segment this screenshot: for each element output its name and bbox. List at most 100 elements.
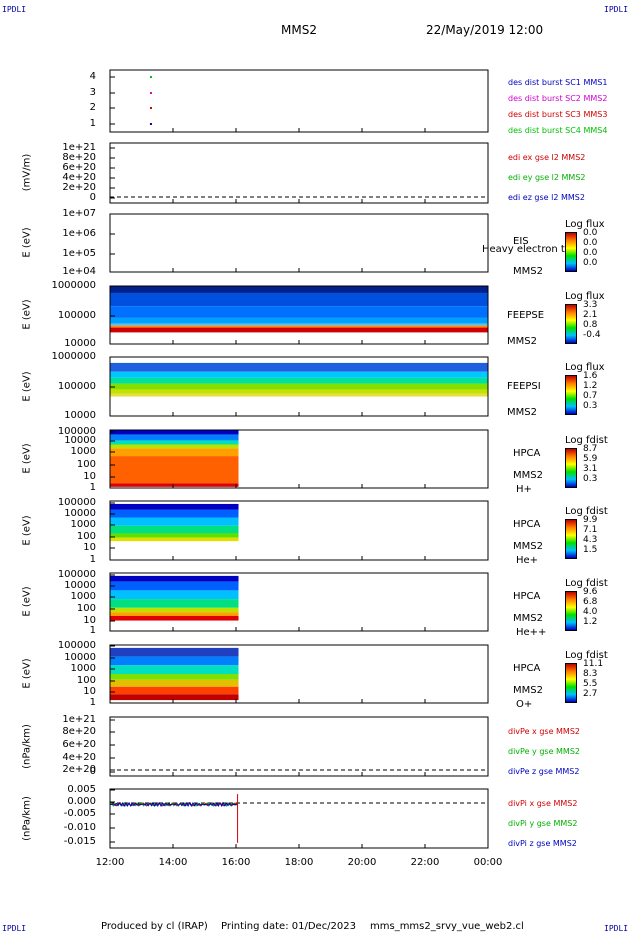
p9-band-6 [110,694,239,701]
y-tick-label: 1000000 [51,351,96,362]
p9-band-2 [110,665,239,674]
feepsi-band-3 [110,383,488,390]
instrument-label: HPCA [513,448,541,459]
p7-band-3 [110,525,239,534]
colorbar-tick: 1.2 [583,381,598,391]
spacecraft-title: MMS2 [281,23,317,37]
y-tick-label: 10000 [64,652,96,663]
y-tick-label: 10 [83,471,96,482]
x-tick-label: 22:00 [410,857,440,868]
feepse-band-3 [110,317,488,324]
colorbar-tick: 0.3 [583,401,598,411]
colorbar [565,448,577,488]
colorbar-tick: 5.5 [583,679,598,689]
p7-band-5 [110,537,239,542]
instrument-label: MMS2 [507,336,537,347]
p6-band-1 [110,434,239,441]
feepse-band-0 [110,286,488,293]
footer-produced: Produced by cl (IRAP) [101,921,208,932]
instrument-label: MMS2 [513,685,543,696]
p8-band-0 [110,575,239,582]
colorbar-tick: 0.8 [583,320,598,330]
colorbar-tick: 8.7 [583,444,598,454]
instrument-label: MMS2 [513,266,543,277]
legend-entry: des dist burst SC2 MMS2 [508,94,608,103]
footer-filename: mms_mms2_srvy_vue_web2.cl [370,921,524,932]
y-tick-label: 100 [76,459,96,470]
p9-band-1 [110,656,239,666]
feepse-band-2 [110,306,488,318]
y-tick-label: 0.005 [67,784,96,795]
instrument-label: He+ [516,555,539,566]
colorbar [565,591,577,631]
corner-label-tl: IPDLI [2,5,27,14]
y-tick-label: 100 [76,603,96,614]
instrument-label: MMS2 [513,541,543,552]
y-tick-label: 3 [89,87,96,98]
p7-band-2 [110,517,239,526]
feepsi-band-1 [110,371,488,378]
y-tick-label: 2 [89,102,96,113]
legend-entry: edi ez gse l2 MMS2 [508,193,585,202]
y-tick-label: 1e+06 [62,228,96,239]
y-tick-label: 10000 [64,435,96,446]
colorbar-tick: 11.1 [583,659,604,669]
y-tick-label: 8e+20 [62,726,96,737]
y-tick-label: -0.005 [63,808,96,819]
colorbar-title: Log fdist [565,650,608,661]
y-tick-label: 4 [89,71,96,82]
legend-entry: des dist burst SC1 MMS1 [508,78,608,87]
corner-label-br: IPDLI [604,924,629,933]
feepsi-band-2 [110,377,488,384]
colorbar-tick: 1.5 [583,545,598,555]
legend-entry: divPi x gse MMS2 [508,799,578,808]
y-tick-label: 1 [89,554,96,565]
y-tick-label: 10000 [64,338,96,349]
feepsi-band-0 [110,362,488,372]
colorbar-title: Log flux [565,362,605,373]
p8-band-1 [110,581,239,591]
colorbar-tick: 3.1 [583,464,598,474]
p10-frame [109,716,489,777]
y-tick-label: 0 [89,192,96,203]
colorbar [565,519,577,559]
y-tick-label: 100 [76,531,96,542]
colorbar-tick: 1.6 [583,371,598,381]
y-tick-label: 1e+04 [62,266,96,277]
colorbar-tick: 4.0 [583,607,598,617]
x-tick-label: 20:00 [347,857,377,868]
colorbar-tick: 3.3 [583,300,598,310]
y-tick-label: 100 [76,675,96,686]
y-tick-label: 1e+07 [62,208,96,219]
p8-band-3 [110,599,239,608]
p7-band-4 [110,533,239,538]
instrument-label: FEEPSI [507,381,541,392]
y-tick-label: 10000 [64,508,96,519]
feepse-band-4 [110,323,488,326]
colorbar-tick: 2.1 [583,310,598,320]
x-tick-label: 00:00 [473,857,503,868]
y-tick-label: 10000 [64,410,96,421]
legend-entry: edi ex gse l2 MMS2 [508,153,586,162]
x-tick-label: 16:00 [221,857,251,868]
x-tick-label: 12:00 [95,857,125,868]
y-tick-label: 100000 [57,640,96,651]
y-tick-label: 0.000 [67,796,96,807]
legend-entry: divPe y gse MMS2 [508,747,580,756]
burst-marker [149,107,152,109]
p2-frame [109,142,489,204]
p8-band-4 [110,607,239,613]
y-tick-label: 1 [89,625,96,636]
y-tick-label: 10000 [64,580,96,591]
colorbar-title: Log fdist [565,435,608,446]
y-tick-label: -0.015 [63,836,96,847]
colorbar-tick: 0.7 [583,391,598,401]
instrument-label: O+ [516,699,533,710]
p6-band-0 [110,430,239,435]
p6-band-4 [110,448,239,457]
colorbar-tick: 0.0 [583,228,598,238]
legend-entry: divPi z gse MMS2 [508,839,577,848]
y-tick-label: 1e+21 [62,714,96,725]
y-tick-label: 1000 [70,591,96,602]
